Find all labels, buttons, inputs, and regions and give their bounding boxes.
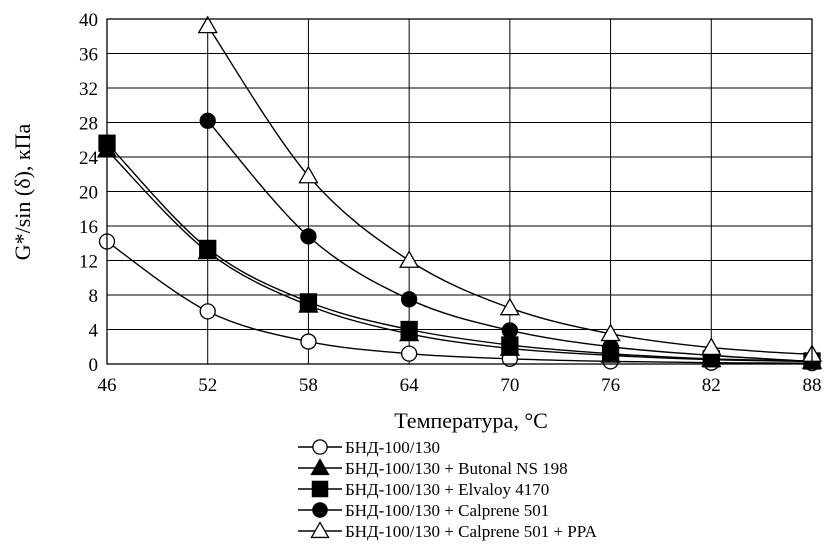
y-axis-title: G*/sin (δ), кПа (10, 124, 35, 261)
data-point (199, 239, 217, 258)
x-tick-label: 88 (803, 375, 822, 396)
x-tick-label: 76 (601, 375, 620, 396)
data-point (197, 15, 218, 34)
data-point (600, 323, 621, 342)
y-tick-label: 4 (89, 321, 99, 342)
x-tick-label: 52 (198, 375, 217, 396)
series-5 (197, 15, 823, 362)
data-point (400, 345, 418, 362)
axes (106, 18, 813, 365)
data-point (501, 322, 519, 339)
legend-entry: БНД-100/130 + Calprene 501 (298, 501, 549, 520)
data-point (300, 228, 317, 245)
series-line (106, 240, 813, 364)
tick-labels: 0 4 8 12 16 20 24 28 32 36 40 46 52 58 64 70 76 82 88 (79, 10, 822, 396)
legend-label: БНД-100/130 + Elvaloy 4170 (345, 480, 549, 499)
series-3 (98, 134, 821, 370)
x-tick-label: 64 (400, 375, 420, 396)
y-tick-label: 28 (79, 114, 98, 135)
y-tick-label: 12 (79, 252, 98, 273)
data-point (311, 480, 329, 498)
data-point (312, 502, 328, 518)
legend-label: БНД-100/130 (345, 438, 440, 457)
data-point (400, 320, 418, 339)
data-point (499, 297, 520, 316)
legend-entry: БНД-100/130 + Butonal NS 198 (298, 458, 568, 478)
y-tick-label: 40 (79, 10, 98, 31)
y-tick-label: 24 (79, 148, 99, 169)
x-tick-label: 46 (98, 375, 117, 396)
data-point (400, 291, 418, 308)
data-point (312, 439, 328, 455)
data-point (501, 336, 519, 354)
y-tick-label: 20 (79, 183, 98, 204)
legend-entry: БНД-100/130 + Calprene 501 + PPA (298, 521, 598, 541)
x-tick-label: 70 (500, 375, 519, 396)
x-tick-label: 82 (702, 375, 721, 396)
legend-entry: БНД-100/130 + Elvaloy 4170 (298, 480, 549, 499)
data-point (199, 303, 216, 320)
legend: БНД-100/130 БНД-100/130 + Butonal NS 198 Б… (298, 438, 598, 541)
data-point (310, 521, 330, 539)
data-point (299, 293, 318, 311)
data-point (199, 112, 216, 129)
series-layer (96, 15, 823, 372)
data-point (310, 458, 330, 476)
y-tick-label: 8 (89, 286, 99, 307)
legend-label: БНД-100/130 + Calprene 501 + PPA (345, 522, 598, 541)
data-point (701, 337, 722, 356)
y-tick-label: 32 (79, 79, 98, 100)
data-point (300, 333, 317, 350)
legend-label: БНД-100/130 + Butonal NS 198 (345, 459, 568, 478)
data-point (298, 165, 319, 184)
x-axis-title: Температура, °С (394, 408, 548, 433)
x-tick-label: 58 (299, 375, 318, 396)
y-tick-label: 0 (89, 355, 99, 376)
plot-border (106, 18, 813, 365)
y-tick-label: 16 (79, 217, 98, 238)
data-point (602, 338, 619, 355)
legend-entry: БНД-100/130 (298, 438, 440, 457)
y-tick-label: 36 (79, 45, 98, 66)
legend-label: БНД-100/130 + Calprene 501 (345, 501, 549, 520)
data-point (399, 250, 420, 268)
